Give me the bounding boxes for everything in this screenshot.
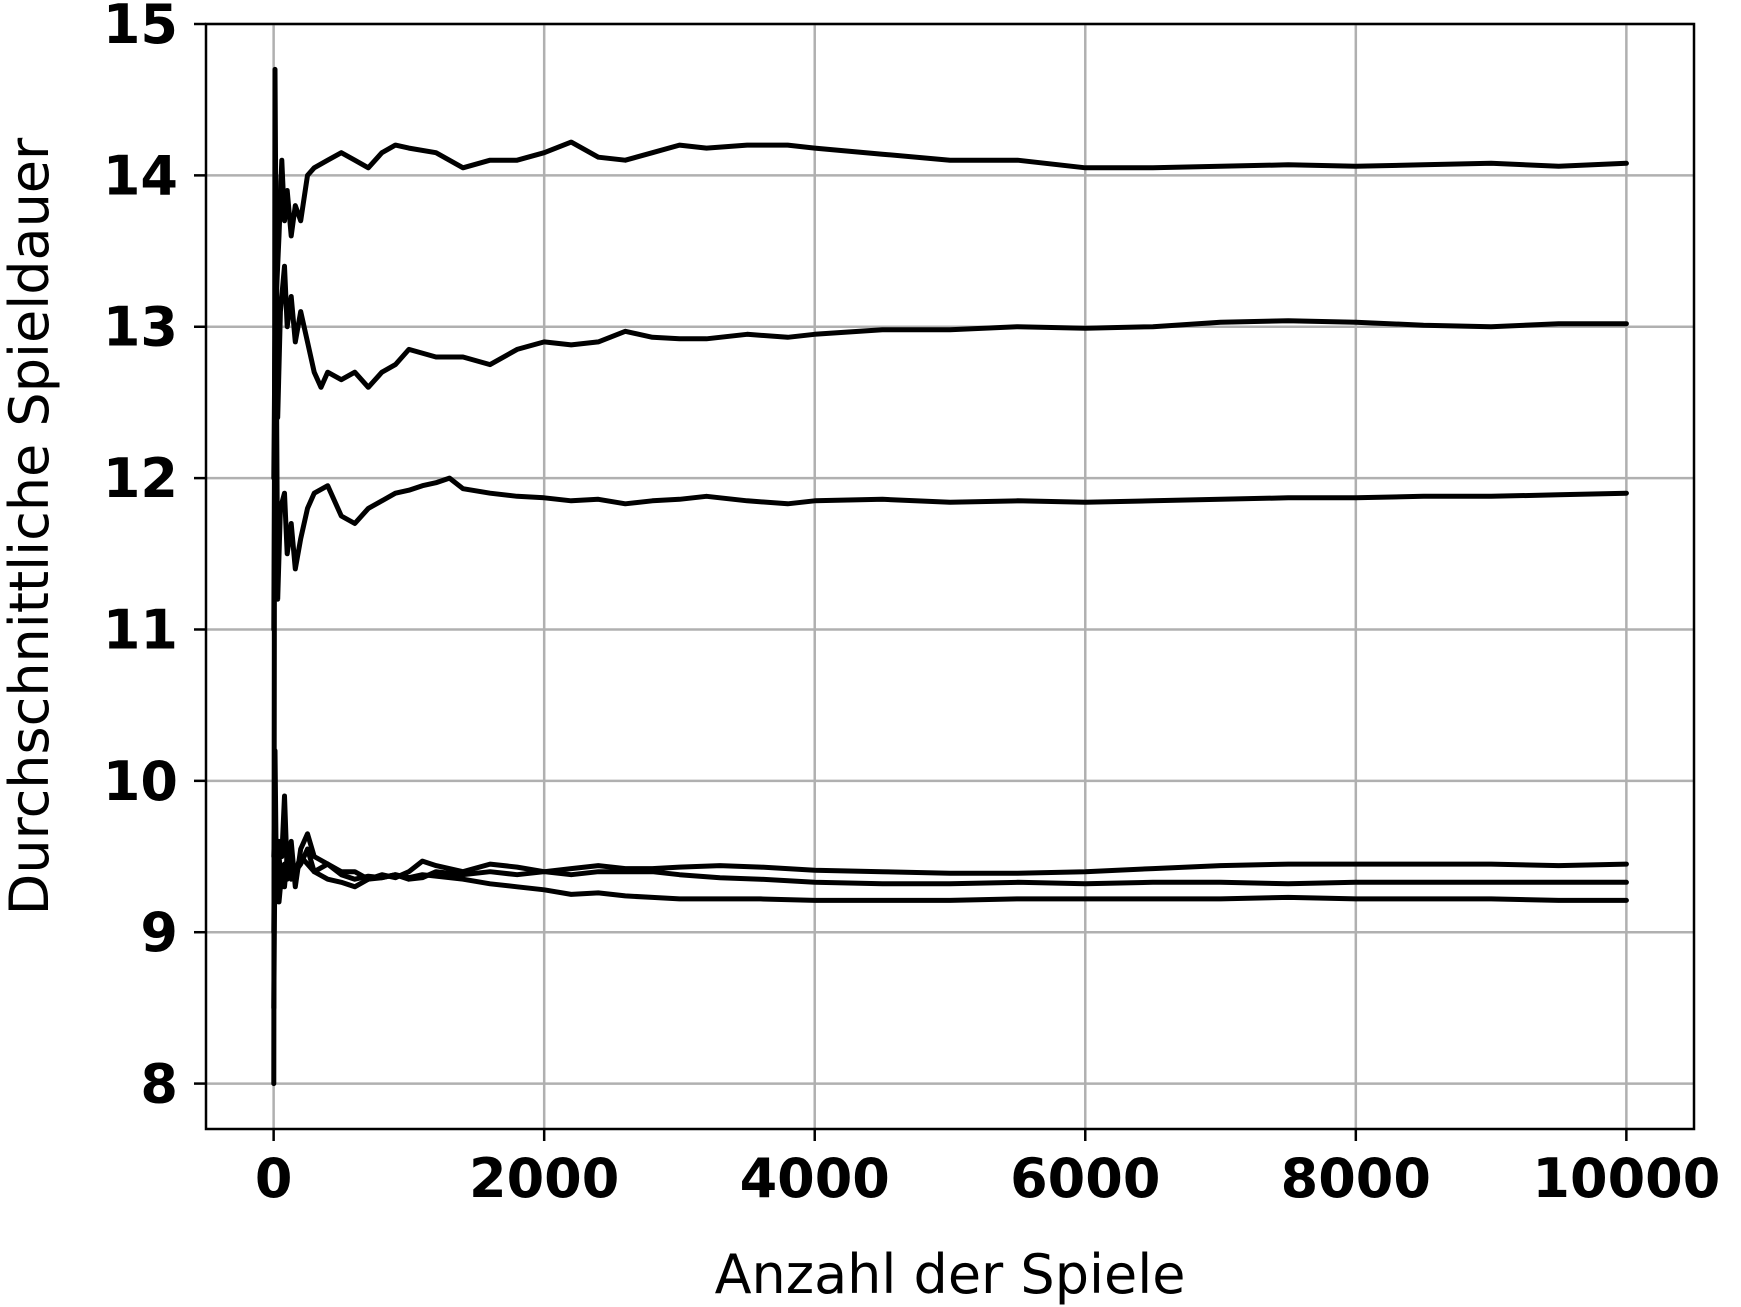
x-axis-label: Anzahl der Spiele	[715, 1243, 1186, 1306]
series-lines	[271, 66, 1629, 1087]
y-tick-label: 9	[140, 901, 178, 964]
series-line	[271, 748, 1629, 935]
x-tick-label: 10000	[1532, 1147, 1720, 1210]
y-tick-label: 13	[103, 296, 178, 359]
series-line	[271, 808, 1629, 905]
x-tick-label: 4000	[740, 1147, 890, 1210]
axis-ticks: 0 2000 4000 6000 8000 10000 8 9 10 11 12 13 14 15	[103, 0, 1720, 1210]
y-tick-label: 11	[103, 598, 178, 661]
x-tick-label: 6000	[1010, 1147, 1160, 1210]
series-line	[271, 172, 1629, 632]
grid	[206, 22, 1694, 1129]
plot-frame	[204, 22, 1696, 1131]
y-tick-label: 8	[140, 1053, 178, 1116]
series-line	[271, 66, 1629, 1087]
series-line	[271, 838, 1629, 1011]
y-tick-label: 14	[103, 144, 178, 207]
x-tick-label: 0	[255, 1147, 293, 1210]
x-tick-label: 8000	[1281, 1147, 1431, 1210]
x-tick-label: 2000	[469, 1147, 619, 1210]
series-line	[271, 248, 1629, 602]
y-tick-label: 12	[103, 447, 178, 510]
y-tick-label: 15	[103, 0, 178, 56]
y-tick-label: 10	[103, 750, 178, 813]
y-axis-label: Durchschnittliche Spieldauer	[0, 137, 61, 915]
